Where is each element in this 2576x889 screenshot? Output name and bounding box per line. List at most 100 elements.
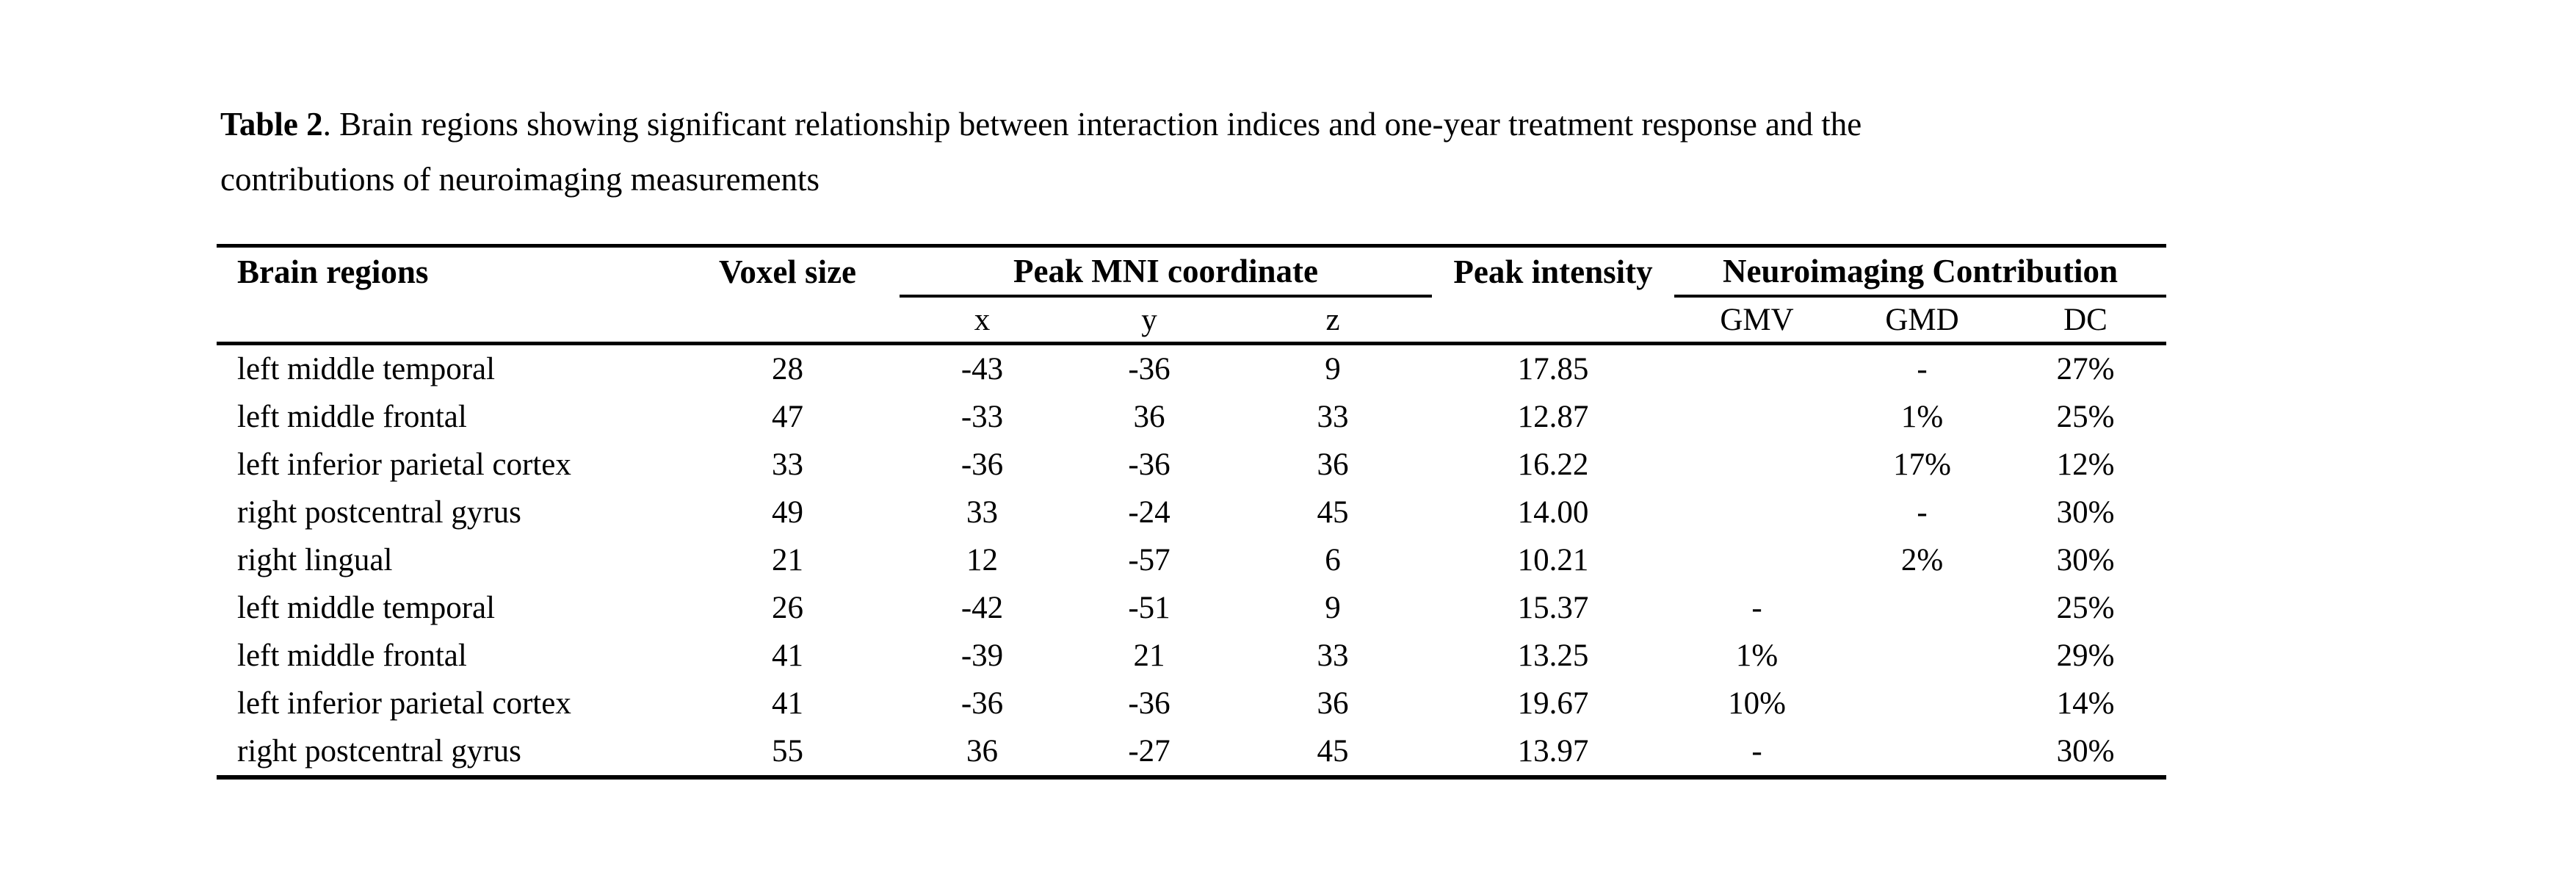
caption-label: Table 2 (220, 106, 323, 143)
cell-x: -36 (960, 447, 1004, 482)
cell-y: -27 (1128, 734, 1171, 769)
cell-gmv: 1% (1735, 638, 1779, 673)
table-row: left middle temporal 28 -43 -36 9 17.85 - 27% (217, 344, 2166, 394)
cell-region: right lingual (237, 543, 393, 577)
cell-intensity: 17.85 (1517, 352, 1589, 386)
cell-y: 36 (1133, 400, 1165, 434)
cell-y: -36 (1128, 686, 1171, 721)
cell-gmd: - (1917, 352, 1928, 386)
cell-dc: 30% (2056, 495, 2115, 530)
cell-x: -42 (960, 591, 1004, 625)
cell-dc: 30% (2056, 734, 2115, 769)
table-body: left middle temporal 28 -43 -36 9 17.85-27% le… (217, 344, 2166, 778)
cell-region: left middle temporal (237, 591, 496, 625)
cell-gmd (1839, 680, 2005, 727)
cell-gmv: - (1751, 591, 1762, 625)
cell-voxel: 49 (772, 495, 803, 530)
header-brain-regions: Brain regions (237, 253, 429, 290)
cell-x: -43 (960, 352, 1004, 386)
cell-dc: 25% (2056, 400, 2115, 434)
table-row: left inferior parietal cortex 33 -36 -36 36 1… (217, 441, 2166, 489)
cell-intensity: 15.37 (1517, 591, 1589, 625)
cell-z: 33 (1317, 638, 1349, 673)
cell-voxel: 41 (772, 686, 803, 721)
header-peak-mni-group: Peak MNI coordinate (900, 245, 1432, 298)
table-row: right postcentral gyrus 49 33 -24 45 14.00 - 30… (217, 489, 2166, 536)
caption-line-1-text: . Brain regions showing significant rela… (322, 106, 1862, 143)
cell-gmd (1839, 727, 2005, 777)
cell-dc: 29% (2056, 638, 2115, 673)
cell-gmd (1839, 584, 2005, 632)
cell-voxel: 47 (772, 400, 803, 434)
cell-voxel: 41 (772, 638, 803, 673)
table-caption: Table 2. Brain regions showing significa… (220, 97, 1862, 207)
cell-intensity: 13.25 (1517, 638, 1589, 673)
table-row: left middle frontal 47 -33 36 33 12.87 1% 25% (217, 393, 2166, 441)
cell-z: 36 (1317, 686, 1349, 721)
subheader-z: z (1234, 296, 1432, 345)
cell-x: 33 (966, 495, 998, 530)
header-spacer (1432, 296, 1674, 345)
header-row-sub: x y z GMV GMD DC (217, 296, 2166, 345)
caption-line-1: Table 2. Brain regions showing significa… (220, 97, 1862, 152)
cell-region: left inferior parietal cortex (237, 447, 571, 482)
cell-y: -24 (1128, 495, 1171, 530)
cell-z: 33 (1317, 400, 1349, 434)
subheader-y: y (1065, 296, 1234, 345)
cell-region: left middle frontal (237, 638, 467, 673)
cell-gmv (1674, 441, 1839, 489)
cell-region: left inferior parietal cortex (237, 686, 571, 721)
cell-z: 45 (1317, 734, 1349, 769)
cell-intensity: 14.00 (1517, 495, 1589, 530)
cell-voxel: 21 (772, 543, 803, 577)
cell-dc: 12% (2056, 447, 2115, 482)
cell-y: 21 (1133, 638, 1165, 673)
table-header: Brain regions Voxel size Peak MNI coordi… (217, 245, 2166, 345)
cell-gmv (1674, 393, 1839, 441)
cell-gmv (1674, 489, 1839, 536)
cell-intensity: 16.22 (1517, 447, 1589, 482)
cell-gmd: - (1917, 495, 1928, 530)
caption-line-2: contributions of neuroimaging measuremen… (220, 161, 820, 198)
subheader-gmv: GMV (1674, 296, 1839, 345)
table-row: right postcentral gyrus 55 36 -27 45 13.97 - 30… (217, 727, 2166, 777)
cell-dc: 25% (2056, 591, 2115, 625)
cell-intensity: 10.21 (1517, 543, 1589, 577)
subheader-dc: DC (2005, 296, 2166, 345)
results-table: Brain regions Voxel size Peak MNI coordi… (217, 244, 2166, 780)
cell-gmd: 2% (1900, 543, 1944, 577)
cell-gmd (1839, 632, 2005, 680)
cell-y: -57 (1128, 543, 1171, 577)
header-row-groups: Brain regions Voxel size Peak MNI coordi… (217, 245, 2166, 298)
cell-gmv (1674, 344, 1839, 394)
cell-region: left middle temporal (237, 352, 496, 386)
header-spacer (676, 296, 900, 345)
table-row: left inferior parietal cortex 41 -36 -36 36 1… (217, 680, 2166, 727)
cell-z: 6 (1325, 543, 1341, 577)
cell-x: 12 (966, 543, 998, 577)
cell-z: 45 (1317, 495, 1349, 530)
header-neuroimaging-group: Neuroimaging Contribution (1674, 245, 2166, 298)
cell-y: -36 (1128, 352, 1171, 386)
cell-z: 9 (1325, 591, 1341, 625)
cell-intensity: 19.67 (1517, 686, 1589, 721)
header-spacer (217, 296, 676, 345)
cell-intensity: 12.87 (1517, 400, 1589, 434)
cell-region: right postcentral gyrus (237, 734, 521, 769)
cell-voxel: 33 (772, 447, 803, 482)
header-voxel-size: Voxel size (718, 253, 857, 290)
cell-x: 36 (966, 734, 998, 769)
cell-gmv: 10% (1728, 686, 1786, 721)
cell-dc: 14% (2056, 686, 2115, 721)
table-row: left middle frontal 41 -39 21 33 13.25 1% 29% (217, 632, 2166, 680)
cell-x: -39 (960, 638, 1004, 673)
cell-region: left middle frontal (237, 400, 467, 434)
cell-intensity: 13.97 (1517, 734, 1589, 769)
subheader-x: x (900, 296, 1065, 345)
cell-z: 9 (1325, 352, 1341, 386)
cell-gmv: - (1751, 734, 1762, 769)
header-peak-intensity: Peak intensity (1453, 253, 1653, 290)
table-row: left middle temporal 26 -42 -51 9 15.37 - 25% (217, 584, 2166, 632)
cell-z: 36 (1317, 447, 1349, 482)
